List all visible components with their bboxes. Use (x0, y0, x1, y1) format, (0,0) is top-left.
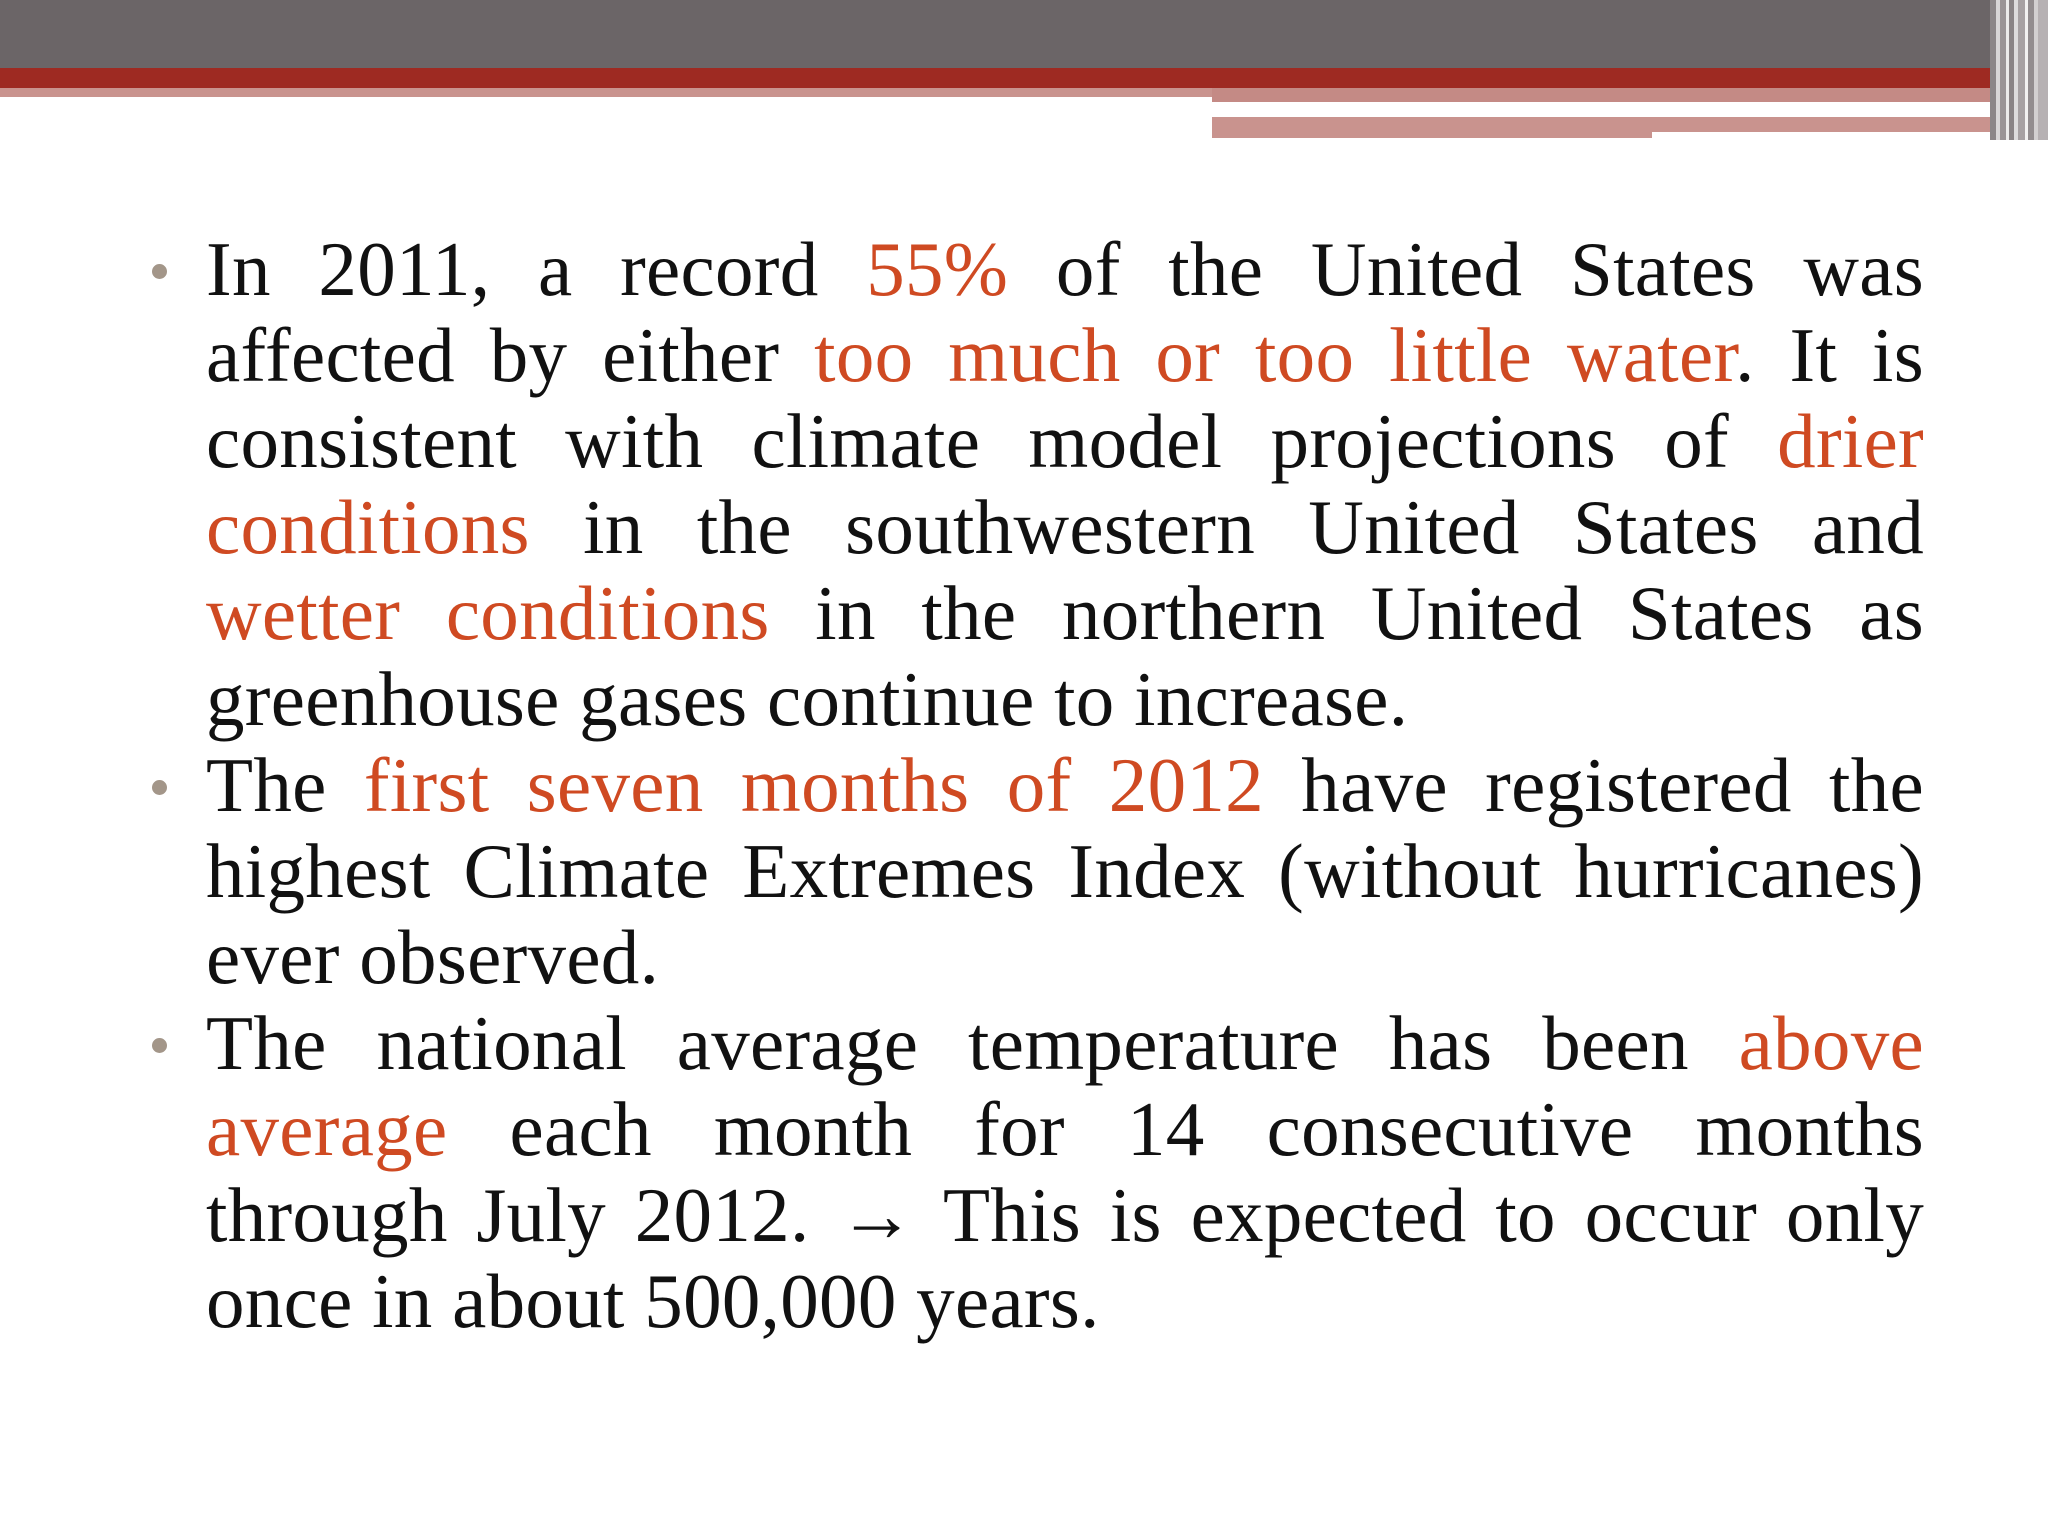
header-red-bar (0, 68, 1990, 88)
bullet-text: The national average temperature has bee… (206, 1000, 1924, 1344)
bullet-item: The national average temperature has bee… (140, 1000, 1924, 1344)
bullet-text: In 2011, a record 55% of the United Stat… (206, 226, 1924, 742)
body-text: of the United States was affected by eit… (206, 226, 1924, 398)
bullet-dot-icon (152, 1038, 167, 1053)
body-text: . It is consistent with climate model pr… (206, 312, 1924, 484)
body-text: each month for 14 consecutive months thr… (206, 1086, 1924, 1344)
highlighted-text: drier conditions (206, 398, 1924, 570)
highlighted-text: wetter conditions (206, 570, 770, 656)
bullet-text: The first seven months of 2012 have regi… (206, 742, 1924, 1000)
highlighted-text: above average (206, 1000, 1924, 1172)
header-lower-white-line (1652, 132, 1990, 138)
bullet-dot-icon (152, 780, 167, 795)
body-text: in the northern United States as greenho… (206, 570, 1924, 742)
body-text: In 2011, a record (206, 226, 867, 312)
bullet-list: In 2011, a record 55% of the United Stat… (140, 226, 1924, 1344)
header-right-accent-bar (1212, 88, 1990, 102)
highlighted-text: too much or too little water (814, 312, 1736, 398)
highlighted-text: 55% (866, 226, 1009, 312)
header-stripes (1990, 0, 2048, 140)
body-text: The national average temperature has bee… (206, 1000, 1739, 1086)
bullet-item: The first seven months of 2012 have regi… (140, 742, 1924, 1000)
body-text: have registered the highest Climate Extr… (206, 742, 1924, 1000)
header-white-line (1212, 110, 1898, 117)
body-text: The (206, 742, 364, 828)
bullet-dot-icon (152, 264, 167, 279)
header-gray-bar (0, 0, 2048, 68)
highlighted-text: first seven months of 2012 (363, 742, 1264, 828)
bullet-item: In 2011, a record 55% of the United Stat… (140, 226, 1924, 742)
header-red-thin-bar (0, 88, 1212, 97)
body-text: in the southwestern United States and (529, 484, 1924, 570)
